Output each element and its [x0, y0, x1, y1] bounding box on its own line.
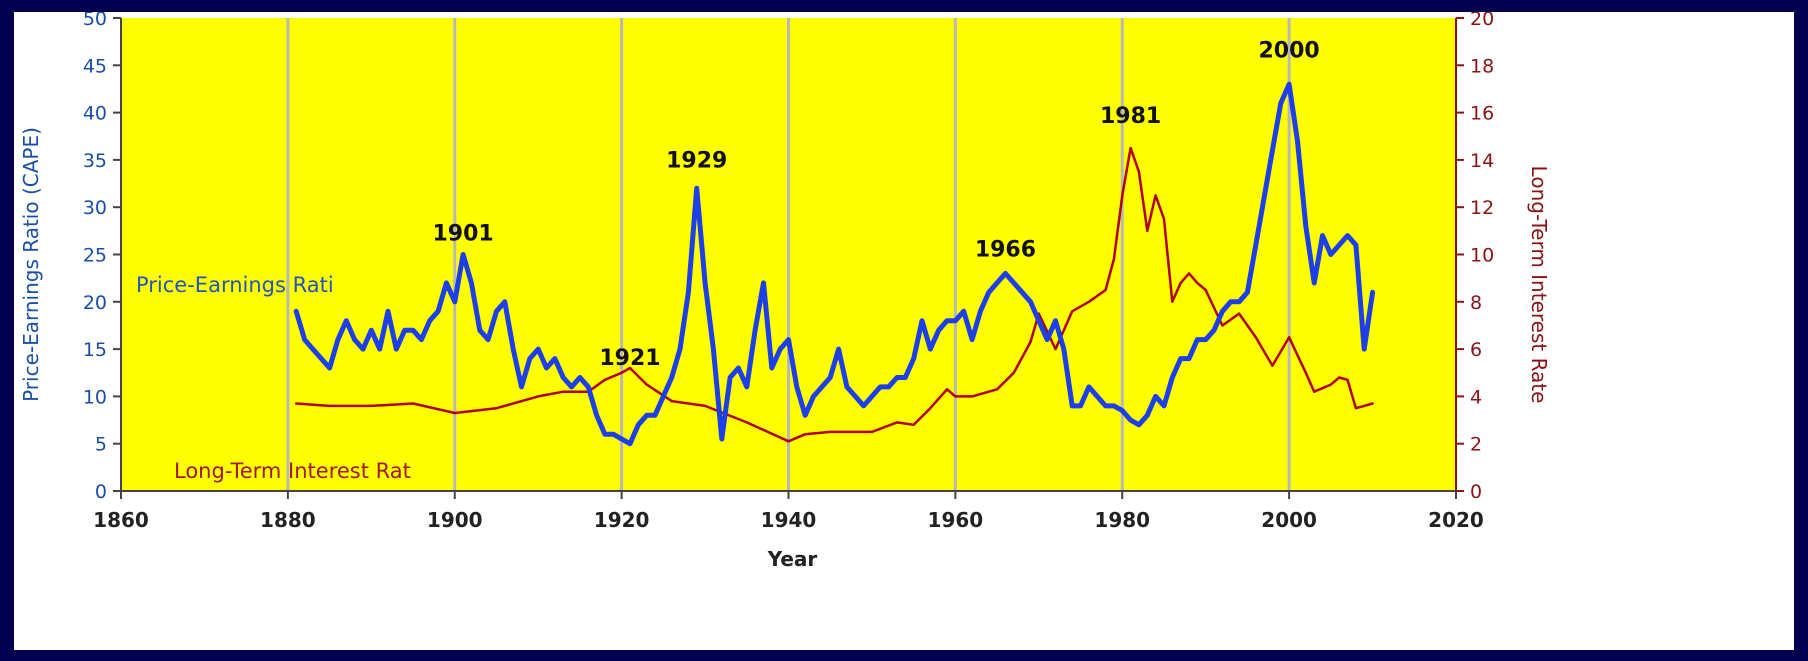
- left-tick-label-40: 40: [83, 103, 107, 125]
- x-tick-label-1980: 1980: [1094, 508, 1150, 532]
- interest-rate-line: [294, 146, 1374, 443]
- x-tick-label-1880: 1880: [260, 508, 316, 532]
- x-tick-label-1900: 1900: [427, 508, 483, 532]
- annotation-2000: 2000: [1259, 39, 1320, 64]
- left-tick-label-25: 25: [83, 245, 107, 267]
- x-tick-label-1860: 1860: [93, 508, 149, 532]
- right-tick-label-6: 6: [1470, 339, 1482, 361]
- chart-frame: 0 5 10 15 20 25 30 35 40 45 50 0 2 4 6 8 10 12 14 16 18 20 186…: [14, 12, 1794, 650]
- right-tick-label-18: 18: [1470, 55, 1494, 77]
- left-tick-label-50: 50: [83, 12, 107, 30]
- annotation-1921: 1921: [599, 346, 660, 371]
- x-tick-label-1940: 1940: [761, 508, 817, 532]
- left-tick-label-30: 30: [83, 197, 107, 219]
- x-tick-label-1920: 1920: [594, 508, 650, 532]
- left-tick-label-0: 0: [95, 481, 107, 503]
- left-tick-label-10: 10: [83, 386, 107, 408]
- interest-rate-series: [294, 146, 1374, 443]
- annotation-1929: 1929: [666, 148, 727, 173]
- right-y-axis-title: Long-Term Interest Rate: [1527, 166, 1551, 404]
- right-tick-label-4: 4: [1470, 386, 1482, 408]
- right-tick-label-10: 10: [1470, 245, 1494, 267]
- axes: 0 5 10 15 20 25 30 35 40 45 50 0 2 4 6 8 10 12 14 16 18 20 186…: [83, 12, 1494, 532]
- annotation-1901: 1901: [432, 221, 493, 246]
- right-tick-label-0: 0: [1470, 481, 1482, 503]
- pe-ratio-line: [293, 81, 1376, 447]
- right-tick-label-12: 12: [1470, 197, 1494, 219]
- left-tick-label-20: 20: [83, 292, 107, 314]
- x-axis-title: Year: [767, 547, 818, 571]
- right-tick-label-14: 14: [1470, 150, 1494, 172]
- peak-annotations: 1901 1921 1929 1966 1981 2000: [432, 39, 1319, 371]
- legend-interest-rate: Long-Term Interest Rat: [174, 459, 411, 483]
- left-tick-label-45: 45: [83, 55, 107, 77]
- right-tick-label-16: 16: [1470, 103, 1494, 125]
- annotation-1966: 1966: [975, 237, 1036, 262]
- pe-ratio-series: [293, 81, 1376, 447]
- right-tick-label-20: 20: [1470, 12, 1494, 30]
- pe-ratio-interest-rate-chart: 0 5 10 15 20 25 30 35 40 45 50 0 2 4 6 8 10 12 14 16 18 20 186…: [19, 12, 1551, 571]
- annotation-1981: 1981: [1100, 104, 1161, 129]
- x-tick-label-2000: 2000: [1261, 508, 1317, 532]
- right-tick-label-2: 2: [1470, 434, 1482, 456]
- left-y-axis-title: Price-Earnings Ratio (CAPE): [19, 127, 43, 402]
- left-tick-label-15: 15: [83, 339, 107, 361]
- left-tick-label-35: 35: [83, 150, 107, 172]
- legend-pe-ratio: Price-Earnings Rati: [136, 273, 334, 297]
- x-tick-label-2020: 2020: [1428, 508, 1484, 532]
- right-tick-label-8: 8: [1470, 292, 1482, 314]
- x-tick-label-1960: 1960: [928, 508, 984, 532]
- left-tick-label-5: 5: [95, 434, 107, 456]
